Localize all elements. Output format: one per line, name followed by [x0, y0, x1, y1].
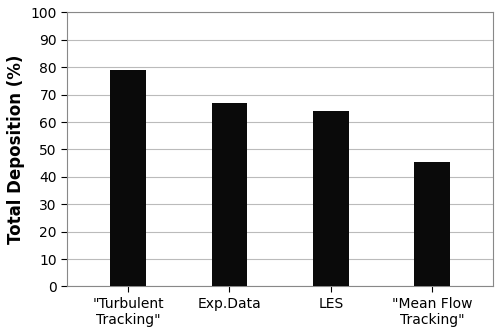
Bar	[110, 70, 146, 287]
Bar	[212, 103, 247, 287]
Bar	[313, 111, 348, 287]
Bar	[414, 162, 450, 287]
Y-axis label: Total Deposition (%): Total Deposition (%)	[7, 55, 25, 244]
